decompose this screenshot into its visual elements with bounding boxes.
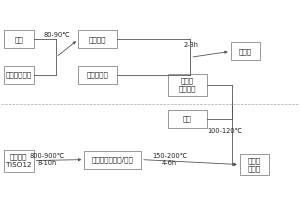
FancyBboxPatch shape — [4, 66, 34, 84]
FancyBboxPatch shape — [78, 30, 117, 48]
Text: 钛酸四丁酯: 钛酸四丁酯 — [87, 72, 109, 78]
Text: 800-900℃: 800-900℃ — [29, 153, 64, 159]
Text: 4-6h: 4-6h — [162, 160, 177, 166]
Text: 80-90℃: 80-90℃ — [44, 32, 70, 38]
Text: 氟化铵
氢氧化锂: 氟化铵 氢氧化锂 — [178, 78, 196, 92]
FancyBboxPatch shape — [78, 66, 117, 84]
Text: 混合溶液: 混合溶液 — [89, 36, 106, 43]
FancyBboxPatch shape — [84, 151, 141, 169]
FancyBboxPatch shape — [4, 30, 34, 48]
FancyBboxPatch shape — [168, 110, 207, 128]
FancyBboxPatch shape — [231, 42, 260, 60]
FancyBboxPatch shape — [168, 74, 207, 96]
Text: 羟基钛: 羟基钛 — [239, 48, 252, 55]
Text: 二氧化钛
TiSO12: 二氧化钛 TiSO12 — [6, 154, 31, 168]
Text: 100-120℃: 100-120℃ — [207, 128, 242, 134]
Text: 氟掺杂
草酸钛: 氟掺杂 草酸钛 — [248, 157, 261, 172]
Text: 8-10h: 8-10h — [38, 160, 57, 166]
Text: 十二苯磺酸钠: 十二苯磺酸钠 — [5, 72, 32, 78]
Text: 150-200℃: 150-200℃ — [152, 153, 187, 159]
Text: 2-3h: 2-3h — [183, 42, 198, 48]
Text: 氟掺杂钛氧化钛/锂盐: 氟掺杂钛氧化钛/锂盐 — [92, 156, 134, 163]
Text: 醋酸: 醋酸 — [183, 116, 192, 122]
Text: 草酸: 草酸 — [14, 36, 23, 43]
FancyBboxPatch shape — [240, 154, 269, 175]
FancyBboxPatch shape — [4, 150, 34, 171]
